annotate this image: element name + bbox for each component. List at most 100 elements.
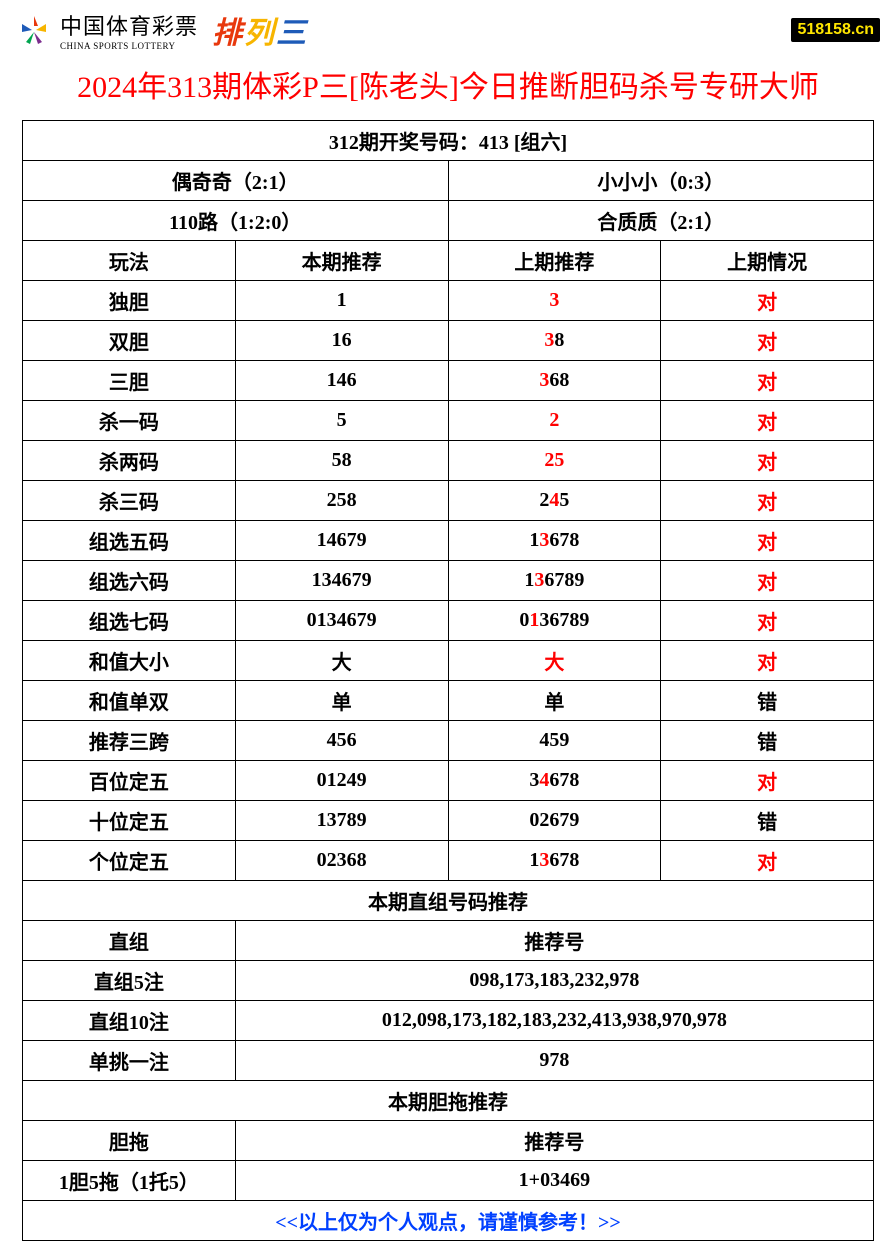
cell-previous: 02679 (448, 801, 661, 841)
cell-current: 13789 (235, 801, 448, 841)
table-row: 组选五码1467913678对 (23, 521, 874, 561)
summary-1-right: 小小小（0:3） (448, 161, 874, 201)
cell-status: 错 (661, 681, 874, 721)
col-playtype: 玩法 (23, 241, 236, 281)
lottery-logo-icon (16, 12, 52, 48)
summary-row-2: 110路（1:2:0） 合质质（2:1） (23, 201, 874, 241)
table-row: 和值单双单单错 (23, 681, 874, 721)
section2-header-row: 本期直组号码推荐 (23, 881, 874, 921)
cell-current: 456 (235, 721, 448, 761)
cell-playtype: 和值大小 (23, 641, 236, 681)
cell-value: 1+03469 (235, 1161, 873, 1201)
section2-col-left: 直组 (23, 921, 236, 961)
table-row: 双胆1638对 (23, 321, 874, 361)
cell-status: 对 (661, 641, 874, 681)
table-row: 杀三码258245对 (23, 481, 874, 521)
table-row: 杀两码5825对 (23, 441, 874, 481)
cell-previous: 0136789 (448, 601, 661, 641)
cell-current: 16 (235, 321, 448, 361)
cell-current: 258 (235, 481, 448, 521)
table-row: 直组5注098,173,183,232,978 (23, 961, 874, 1001)
cell-status: 对 (661, 481, 874, 521)
cell-current: 单 (235, 681, 448, 721)
cell-current: 01249 (235, 761, 448, 801)
section2-header: 本期直组号码推荐 (23, 881, 874, 921)
section3-col-left: 胆拖 (23, 1121, 236, 1161)
cell-status: 对 (661, 601, 874, 641)
cell-previous: 38 (448, 321, 661, 361)
cell-playtype: 个位定五 (23, 841, 236, 881)
cell-playtype: 推荐三跨 (23, 721, 236, 761)
cell-playtype: 杀一码 (23, 401, 236, 441)
table-row: 组选六码134679136789对 (23, 561, 874, 601)
cell-current: 14679 (235, 521, 448, 561)
cell-previous: 3 (448, 281, 661, 321)
cell-current: 5 (235, 401, 448, 441)
cell-status: 对 (661, 401, 874, 441)
table-row: 单挑一注978 (23, 1041, 874, 1081)
cell-playtype: 独胆 (23, 281, 236, 321)
section3-col-right: 推荐号 (235, 1121, 873, 1161)
cell-label: 单挑一注 (23, 1041, 236, 1081)
cell-status: 对 (661, 321, 874, 361)
cell-value: 012,098,173,182,183,232,413,938,970,978 (235, 1001, 873, 1041)
cell-current: 58 (235, 441, 448, 481)
table-row: 1胆5拖（1托5）1+03469 (23, 1161, 874, 1201)
cell-value: 978 (235, 1041, 873, 1081)
table-row: 和值大小大大对 (23, 641, 874, 681)
cell-status: 对 (661, 841, 874, 881)
cell-previous: 单 (448, 681, 661, 721)
cell-current: 1 (235, 281, 448, 321)
cell-current: 146 (235, 361, 448, 401)
cell-current: 134679 (235, 561, 448, 601)
table-row: 直组10注012,098,173,182,183,232,413,938,970… (23, 1001, 874, 1041)
section3-header: 本期胆拖推荐 (23, 1081, 874, 1121)
cell-previous: 459 (448, 721, 661, 761)
cell-previous: 大 (448, 641, 661, 681)
cell-playtype: 杀三码 (23, 481, 236, 521)
table-row: 组选七码01346790136789对 (23, 601, 874, 641)
cell-playtype: 杀两码 (23, 441, 236, 481)
logo-block: 中国体育彩票 CHINA SPORTS LOTTERY 排列三 (16, 8, 308, 52)
cell-playtype: 组选七码 (23, 601, 236, 641)
cell-value: 098,173,183,232,978 (235, 961, 873, 1001)
summary-2-left: 110路（1:2:0） (23, 201, 449, 241)
cell-playtype: 和值单双 (23, 681, 236, 721)
table-row: 三胆146368对 (23, 361, 874, 401)
table-row: 推荐三跨456459错 (23, 721, 874, 761)
cell-status: 错 (661, 801, 874, 841)
cell-previous: 245 (448, 481, 661, 521)
table-row: 十位定五1378902679错 (23, 801, 874, 841)
site-tag: 518158.cn (791, 18, 880, 42)
cell-playtype: 双胆 (23, 321, 236, 361)
cell-previous: 368 (448, 361, 661, 401)
cell-status: 对 (661, 441, 874, 481)
table-row: 杀一码52对 (23, 401, 874, 441)
page-header: 中国体育彩票 CHINA SPORTS LOTTERY 排列三 518158.c… (0, 0, 896, 56)
summary-1-left: 偶奇奇（2:1） (23, 161, 449, 201)
cell-playtype: 百位定五 (23, 761, 236, 801)
table-row: 独胆13对 (23, 281, 874, 321)
result-label: 312期开奖号码：413 [组六] (23, 121, 874, 161)
section3-header-row: 本期胆拖推荐 (23, 1081, 874, 1121)
section2-col-row: 直组 推荐号 (23, 921, 874, 961)
col-previous: 上期推荐 (448, 241, 661, 281)
cell-playtype: 组选六码 (23, 561, 236, 601)
table-container: 312期开奖号码：413 [组六] 偶奇奇（2:1） 小小小（0:3） 110路… (0, 120, 896, 1253)
page-title: 2024年313期体彩P三[陈老头]今日推断胆码杀号专研大师 (0, 56, 896, 120)
cell-status: 对 (661, 521, 874, 561)
cell-label: 1胆5拖（1托5） (23, 1161, 236, 1201)
cell-playtype: 三胆 (23, 361, 236, 401)
cell-current: 02368 (235, 841, 448, 881)
pailie-san-logo: 排列三 (212, 8, 308, 52)
cell-label: 直组10注 (23, 1001, 236, 1041)
cell-previous: 2 (448, 401, 661, 441)
summary-result-row: 312期开奖号码：413 [组六] (23, 121, 874, 161)
cell-label: 直组5注 (23, 961, 236, 1001)
cell-current: 0134679 (235, 601, 448, 641)
cell-status: 对 (661, 361, 874, 401)
section2-col-right: 推荐号 (235, 921, 873, 961)
cell-status: 对 (661, 561, 874, 601)
cell-status: 错 (661, 721, 874, 761)
column-header-row: 玩法 本期推荐 上期推荐 上期情况 (23, 241, 874, 281)
